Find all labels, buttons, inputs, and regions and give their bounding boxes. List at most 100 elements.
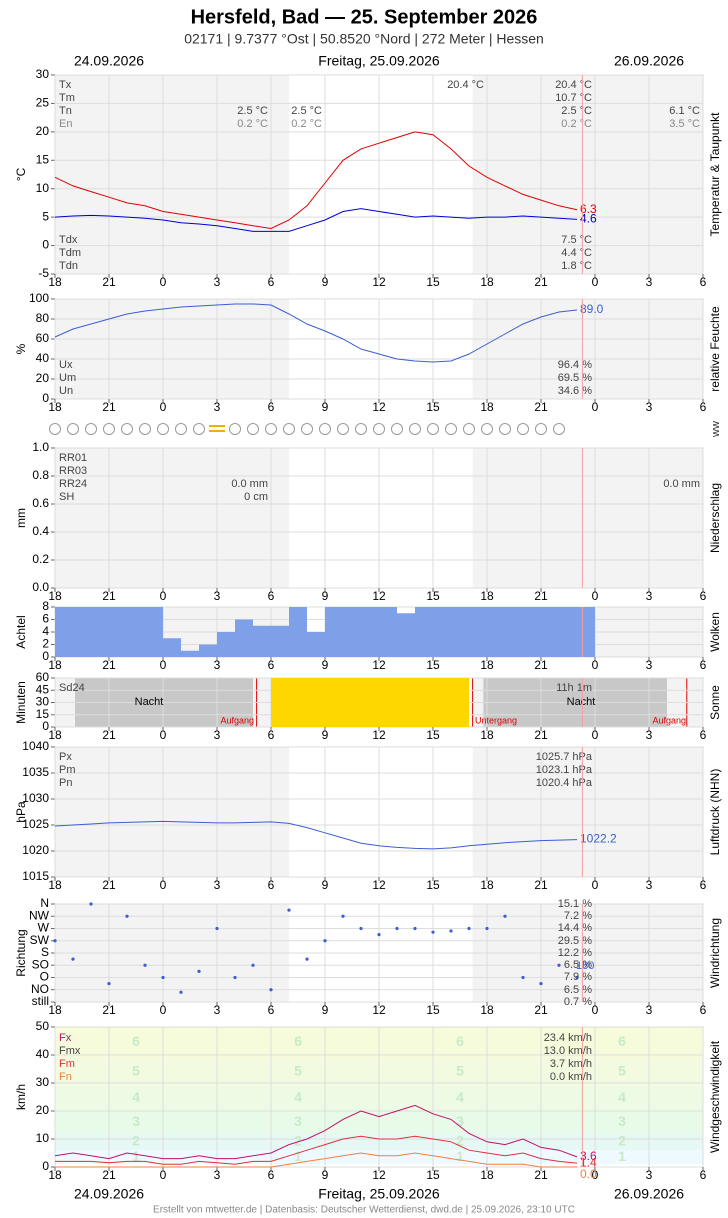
x-tick-label: 18: [480, 1168, 494, 1182]
bar: [271, 625, 289, 657]
y-tick-label: 4: [42, 624, 49, 638]
x-tick-label: 3: [646, 878, 653, 892]
point: [341, 914, 345, 918]
x-tick-label: 0: [160, 589, 167, 603]
beaufort-label: 5: [132, 1063, 140, 1079]
point: [215, 926, 219, 931]
annotation: Fm: [59, 1058, 75, 1070]
beaufort-label: 6: [132, 1033, 140, 1049]
annotation: 20.4 °C: [447, 79, 484, 91]
y-tick-label: 5: [42, 209, 49, 223]
x-tick-label: 18: [480, 878, 494, 892]
y-tick-label: W: [38, 921, 50, 935]
x-tick-label: 18: [480, 400, 494, 414]
bar: [289, 607, 307, 657]
bar: [271, 678, 289, 727]
x-tick-label: 0: [160, 400, 167, 414]
y-tick-label: 0.2: [32, 552, 49, 566]
annotation: Um: [59, 372, 76, 384]
x-tick-label: 0: [160, 658, 167, 672]
x-tick-label: 0: [592, 589, 599, 603]
point: [251, 963, 255, 967]
series-line: [55, 1135, 578, 1165]
x-tick-label: 18: [480, 728, 494, 742]
bar: [199, 644, 217, 657]
annotation: Ux: [59, 359, 73, 371]
x-tick-label: 6: [700, 658, 707, 672]
x-tick-label: 21: [534, 1003, 548, 1017]
annotation: 1020.4 hPa: [536, 777, 593, 789]
series-line: [54, 131, 578, 230]
y-tick-label: 0: [42, 1159, 49, 1173]
annotation: 0.7 %: [564, 996, 592, 1008]
x-tick-label: 18: [48, 275, 62, 289]
y-tick-label: 2: [42, 637, 49, 651]
annotation: 15.1 %: [558, 898, 592, 910]
date-left: 24.09.2026: [74, 1186, 144, 1202]
end-label: 4.6: [580, 212, 597, 226]
annotation: 4.4 °C: [561, 247, 592, 259]
night-shade: [55, 448, 289, 588]
annotation: 11h 1m: [556, 682, 592, 694]
y-tick-label: NO: [31, 982, 49, 996]
series-line: [54, 208, 578, 232]
x-tick-label: 9: [322, 1003, 329, 1017]
annotation: 69.5 %: [558, 372, 592, 384]
bar: [325, 607, 343, 657]
y-axis-label: Achtel: [14, 615, 28, 648]
y-tick-label: 10: [36, 181, 50, 195]
annotation: 0.0 km/h: [550, 1071, 592, 1083]
bar: [361, 678, 379, 727]
beaufort-label: 5: [294, 1063, 302, 1079]
y-tick-label: 0: [42, 719, 49, 733]
x-tick-label: 6: [268, 1003, 275, 1017]
point: [503, 914, 507, 918]
x-tick-label: 6: [268, 400, 275, 414]
annotation: 0.2 °C: [291, 118, 322, 130]
beaufort-label: 4: [294, 1089, 302, 1105]
y-tick-label: 1025: [22, 817, 49, 831]
bar: [433, 607, 451, 657]
annotation: 1025.7 hPa: [536, 751, 593, 763]
bar: [109, 607, 127, 657]
y-tick-label: still: [32, 994, 49, 1008]
beaufort-label: 2: [456, 1133, 464, 1149]
x-tick-label: 12: [372, 658, 386, 672]
x-tick-label: 6: [268, 728, 275, 742]
annotation: Tm: [59, 92, 75, 104]
y-tick-label: 0.0: [32, 580, 49, 594]
y-tick-label: 15: [36, 707, 50, 721]
annotation: Un: [59, 385, 73, 397]
bar: [469, 607, 487, 657]
beaufort-label: 1: [294, 1148, 302, 1164]
point: [53, 939, 57, 943]
annotation: 2.5 °C: [237, 105, 268, 117]
annotation: Tx: [59, 79, 72, 91]
night-shade: [472, 75, 703, 274]
title: Hersfeld, Bad — 25. September 2026: [191, 6, 538, 28]
y-tick-label: 0: [42, 238, 49, 252]
annotation: 23.4 km/h: [544, 1032, 592, 1044]
x-tick-label: 6: [700, 1003, 707, 1017]
date-left: 24.09.2026: [74, 53, 144, 69]
beaufort-label: 1: [618, 1148, 626, 1164]
x-tick-label: 21: [534, 878, 548, 892]
x-tick-label: 0: [592, 658, 599, 672]
beaufort-label: 6: [294, 1033, 302, 1049]
bar: [505, 607, 523, 657]
x-tick-label: 6: [700, 728, 707, 742]
point: [521, 975, 525, 980]
x-tick-label: 9: [322, 728, 329, 742]
x-tick-label: 3: [646, 658, 653, 672]
annotation: Fx: [59, 1032, 72, 1044]
annotation: 2.5 °C: [561, 105, 592, 117]
annotation: 0.0 mm: [663, 478, 700, 490]
x-tick-label: 21: [102, 275, 116, 289]
x-tick-label: 0: [160, 878, 167, 892]
y-tick-label: 1040: [22, 739, 49, 753]
x-tick-label: 6: [700, 1168, 707, 1182]
end-label: 6.3: [580, 202, 597, 216]
x-tick-label: 18: [48, 400, 62, 414]
point: [71, 957, 75, 961]
bar: [397, 678, 415, 727]
